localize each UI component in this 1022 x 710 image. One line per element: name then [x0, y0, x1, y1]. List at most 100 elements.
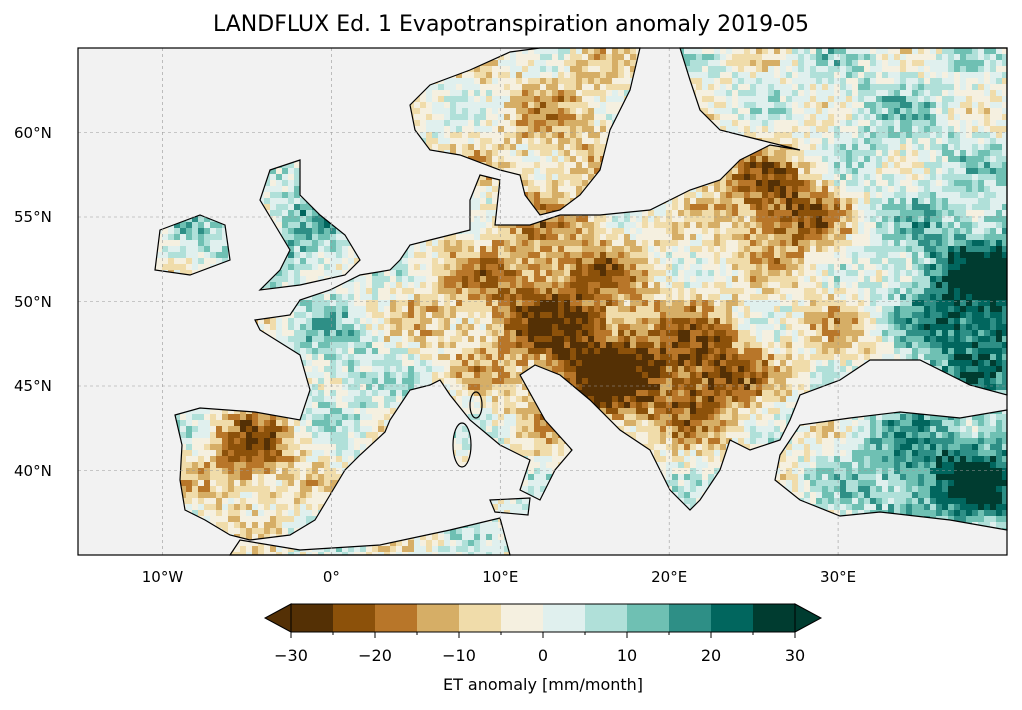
anomaly-cell: [846, 150, 852, 156]
anomaly-cell: [780, 72, 786, 78]
anomaly-cell: [780, 102, 786, 108]
anomaly-cell: [882, 156, 888, 162]
anomaly-cell: [852, 150, 858, 156]
anomaly-cell: [990, 204, 996, 210]
anomaly-cell: [744, 210, 750, 216]
anomaly-cell: [630, 210, 636, 216]
anomaly-cell: [900, 180, 906, 186]
anomaly-cell: [516, 96, 522, 102]
anomaly-cell: [696, 102, 702, 108]
anomaly-cell: [966, 108, 972, 114]
anomaly-cell: [948, 108, 954, 114]
anomaly-cell: [714, 54, 720, 60]
anomaly-cell: [786, 96, 792, 102]
anomaly-cell: [780, 198, 786, 204]
anomaly-cell: [432, 126, 438, 132]
anomaly-cell: [486, 126, 492, 132]
anomaly-cell: [780, 192, 786, 198]
anomaly-cell: [774, 234, 780, 240]
anomaly-cell: [270, 174, 276, 180]
anomaly-cell: [720, 180, 726, 186]
anomaly-cell: [798, 186, 804, 192]
anomaly-cell: [294, 210, 300, 216]
anomaly-cell: [876, 198, 882, 204]
anomaly-cell: [702, 198, 708, 204]
anomaly-cell: [528, 108, 534, 114]
anomaly-cell: [888, 90, 894, 96]
anomaly-cell: [786, 180, 792, 186]
anomaly-cell: [990, 198, 996, 204]
anomaly-cell: [768, 48, 774, 54]
anomaly-cell: [864, 192, 870, 198]
anomaly-cell: [816, 54, 822, 60]
anomaly-cell: [546, 102, 552, 108]
anomaly-cell: [924, 90, 930, 96]
anomaly-cell: [966, 168, 972, 174]
anomaly-cell: [492, 126, 498, 132]
anomaly-cell: [924, 108, 930, 114]
anomaly-cell: [804, 78, 810, 84]
anomaly-cell: [828, 120, 834, 126]
anomaly-cell: [972, 204, 978, 210]
anomaly-cell: [828, 90, 834, 96]
anomaly-cell: [858, 54, 864, 60]
anomaly-cell: [798, 78, 804, 84]
anomaly-cell: [912, 180, 918, 186]
anomaly-cell: [618, 222, 624, 228]
anomaly-cell: [960, 186, 966, 192]
anomaly-cell: [762, 90, 768, 96]
anomaly-cell: [726, 186, 732, 192]
anomaly-cell: [936, 204, 942, 210]
anomaly-cell: [546, 192, 552, 198]
anomaly-cell: [924, 132, 930, 138]
anomaly-cell: [918, 162, 924, 168]
anomaly-cell: [906, 234, 912, 240]
anomaly-cell: [918, 198, 924, 204]
anomaly-cell: [810, 192, 816, 198]
anomaly-cell: [864, 54, 870, 60]
anomaly-cell: [492, 72, 498, 78]
anomaly-cell: [708, 66, 714, 72]
anomaly-cell: [744, 162, 750, 168]
anomaly-cell: [720, 60, 726, 66]
anomaly-cell: [546, 204, 552, 210]
anomaly-cell: [222, 234, 228, 240]
anomaly-cell: [744, 108, 750, 114]
anomaly-cell: [300, 210, 306, 216]
anomaly-cell: [876, 114, 882, 120]
anomaly-cell: [882, 216, 888, 222]
anomaly-cell: [846, 198, 852, 204]
anomaly-cell: [534, 84, 540, 90]
anomaly-cell: [444, 114, 450, 120]
anomaly-cell: [756, 150, 762, 156]
anomaly-cell: [852, 204, 858, 210]
anomaly-cell: [420, 114, 426, 120]
anomaly-cell: [438, 144, 444, 150]
anomaly-cell: [978, 90, 984, 96]
anomaly-cell: [996, 228, 1002, 234]
anomaly-cell: [990, 54, 996, 60]
anomaly-cell: [480, 96, 486, 102]
anomaly-cell: [180, 228, 186, 234]
anomaly-cell: [864, 168, 870, 174]
anomaly-cell: [552, 192, 558, 198]
anomaly-cell: [942, 84, 948, 90]
anomaly-cell: [288, 228, 294, 234]
anomaly-cell: [852, 198, 858, 204]
anomaly-cell: [894, 228, 900, 234]
anomaly-cell: [582, 78, 588, 84]
anomaly-cell: [588, 126, 594, 132]
anomaly-cell: [462, 90, 468, 96]
anomaly-cell: [738, 102, 744, 108]
anomaly-cell: [978, 168, 984, 174]
anomaly-cell: [798, 198, 804, 204]
anomaly-cell: [774, 60, 780, 66]
anomaly-cell: [462, 114, 468, 120]
anomaly-cell: [552, 180, 558, 186]
anomaly-cell: [594, 72, 600, 78]
anomaly-cell: [462, 72, 468, 78]
anomaly-cell: [906, 84, 912, 90]
anomaly-cell: [468, 78, 474, 84]
anomaly-cell: [738, 222, 744, 228]
anomaly-cell: [540, 180, 546, 186]
